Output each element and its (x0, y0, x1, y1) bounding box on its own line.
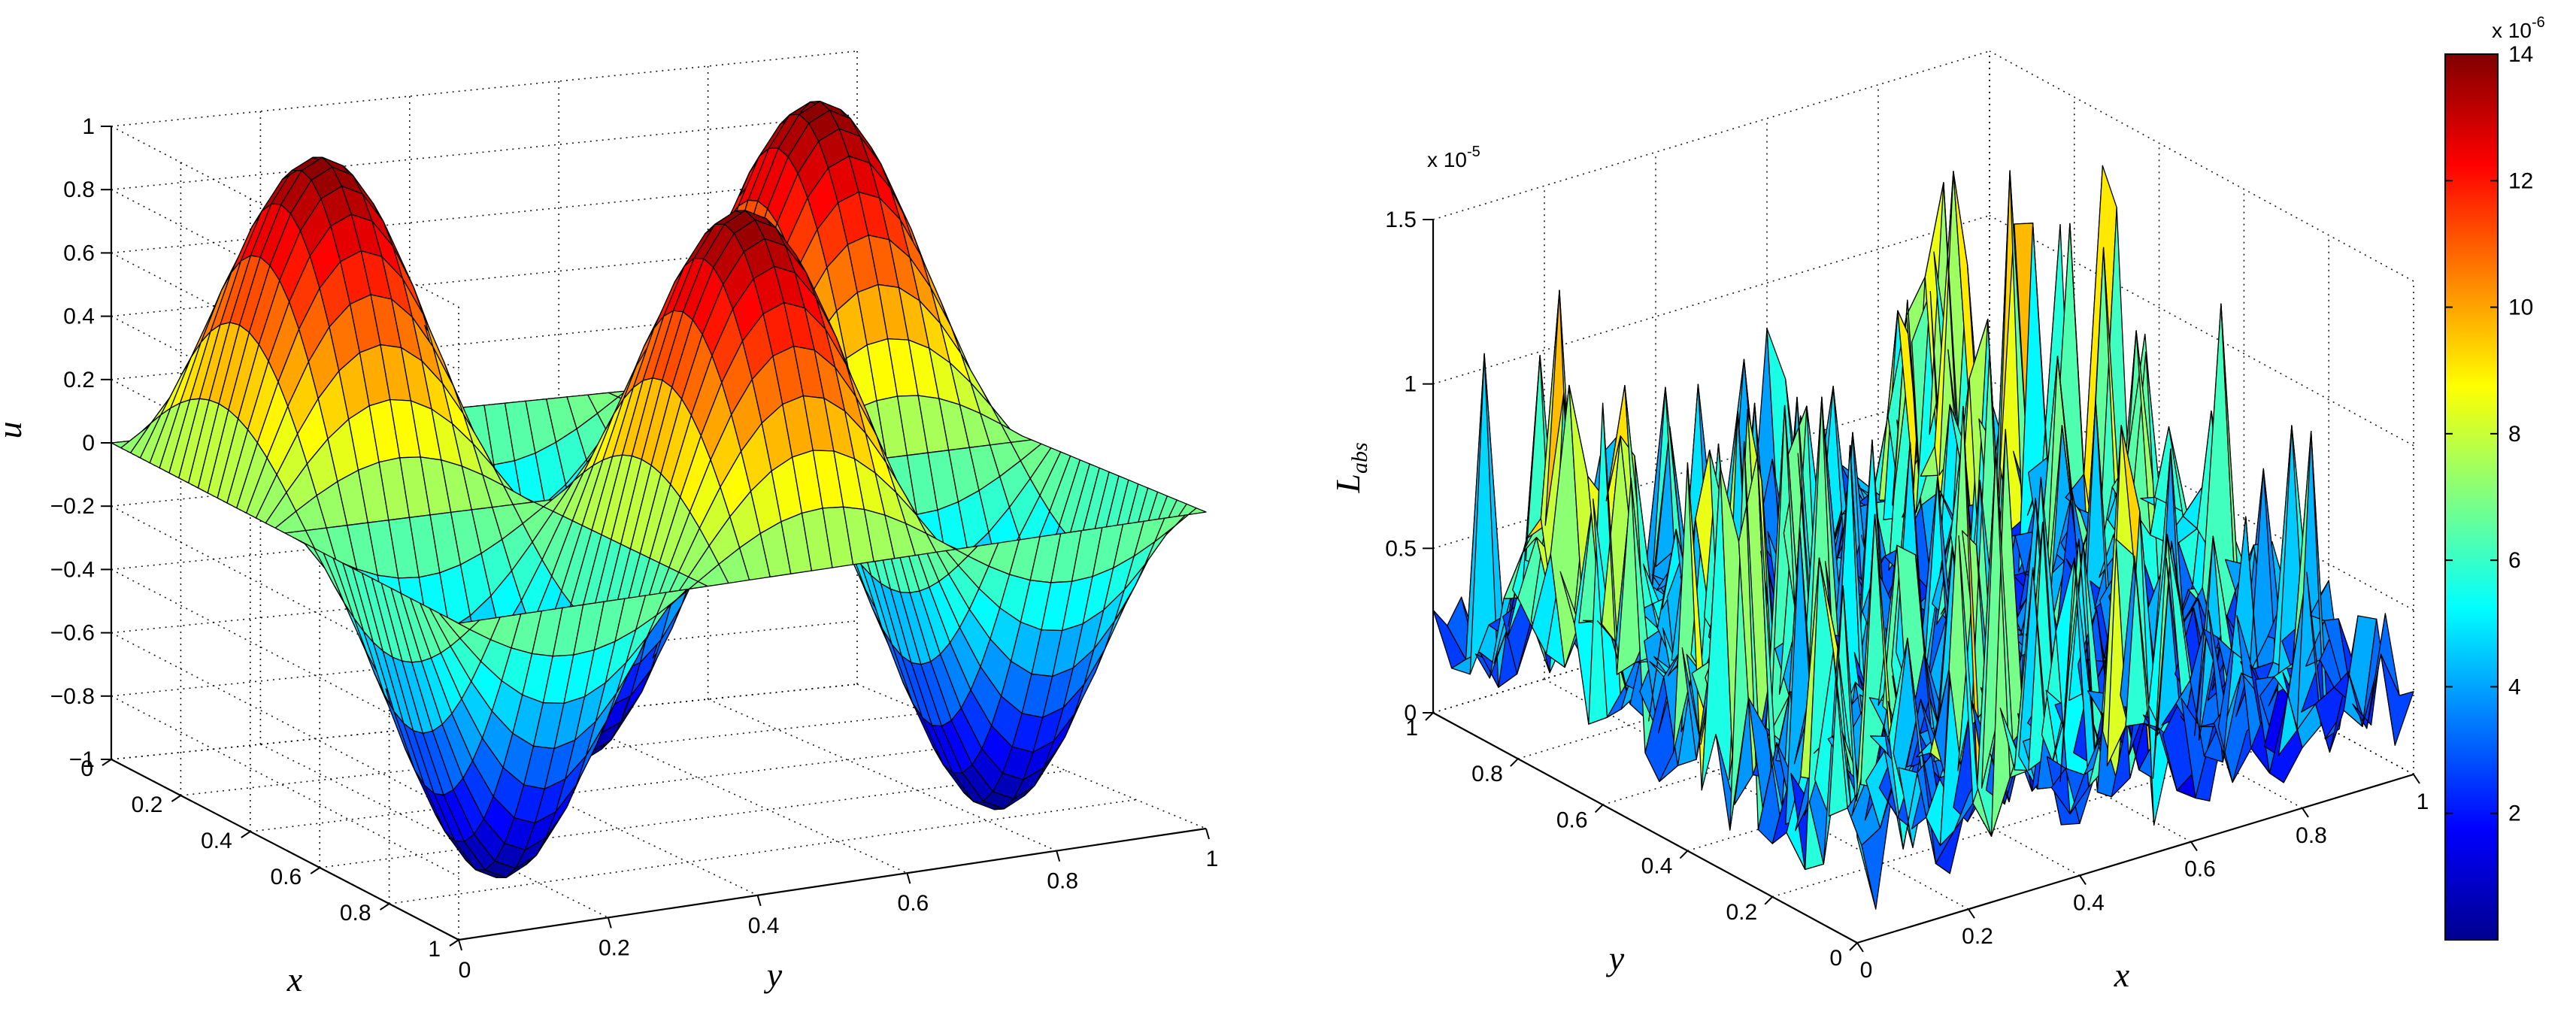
right-x-tick-label: 0.6 (2184, 857, 2216, 882)
surface-patch (1174, 508, 1207, 526)
left-y-tick-label: 0.6 (898, 891, 929, 916)
colorbar-tick-label: 2 (2508, 801, 2521, 826)
left-tick-labels: 10.80.60.40.20−0.2−0.4−0.6−0.8−100.20.40… (50, 114, 1219, 983)
right-x-tick-label: 1 (2417, 789, 2429, 814)
right-y-tick-label: 0 (1829, 946, 1842, 971)
left-z-tick-label: −0.2 (50, 494, 95, 519)
left-y-tick-label: 0.2 (599, 935, 630, 960)
left-z-tick-label: −0.6 (50, 621, 95, 646)
right-x-tick-label: 0.2 (1962, 924, 1993, 949)
colorbar-ticks: 14 12 10 8 6 4 2 (2445, 42, 2533, 826)
colorbar-tick-label: 8 (2508, 422, 2521, 447)
left-y-tick-label: 0.4 (748, 914, 780, 938)
left-z-tick-label: 0 (82, 431, 95, 456)
right-y-tick-label: 0.2 (1726, 900, 1757, 925)
left-x-axis-label: x (286, 960, 303, 998)
left-x-tick-label: 0 (80, 756, 93, 781)
left-surface-plot: 10.80.60.40.20−0.2−0.4−0.6−0.8−100.20.40… (0, 50, 1219, 998)
right-x-tick-label: 0.4 (2073, 890, 2105, 915)
right-frame (1432, 220, 2414, 944)
left-z-tick-label: 1 (82, 114, 95, 139)
left-y-axis-label: y (764, 956, 783, 994)
left-z-tick-label: 0.8 (63, 177, 95, 202)
left-x-tick-label: 0.8 (340, 901, 371, 926)
right-z-tick-label: 0.5 (1385, 536, 1417, 561)
left-y-tick-label: 0.8 (1047, 869, 1078, 894)
left-y-tick-label: 1 (1206, 847, 1219, 871)
left-surface (111, 101, 1207, 879)
colorbar-tick-label: 14 (2508, 42, 2533, 67)
right-y-axis-label: y (1606, 939, 1625, 977)
left-z-tick-label: −1 (69, 747, 95, 772)
colorbar-tick-label: 4 (2508, 674, 2521, 699)
right-x-tick-label: 0 (1860, 958, 1873, 983)
colorbar: 14 12 10 8 6 4 2 x 10-6 (2444, 14, 2545, 941)
right-y-tick-label: 0.8 (1471, 762, 1503, 786)
colorbar-gradient (2444, 53, 2499, 941)
left-x-tick-label: 1 (428, 937, 441, 962)
right-z-tick-label: 1 (1404, 372, 1417, 397)
right-surface (1432, 165, 2414, 910)
colorbar-tick-label: 10 (2508, 295, 2533, 320)
right-y-tick-label: 0.4 (1641, 854, 1673, 879)
left-z-tick-label: 0.2 (63, 368, 95, 392)
right-z-axis-label: Labs (1329, 442, 1372, 493)
colorbar-tick-label: 12 (2508, 168, 2533, 193)
left-z-axis-label: u (0, 422, 29, 439)
colorbar-scale-label: x 10-6 (2492, 14, 2545, 42)
right-z-scale-label: x 10-5 (1427, 144, 1480, 171)
right-x-tick-label: 0.8 (2296, 823, 2327, 848)
right-y-tick-label: 1 (1405, 716, 1418, 741)
left-x-tick-label: 0.2 (132, 792, 163, 817)
right-y-tick-label: 0.6 (1556, 808, 1588, 832)
left-z-tick-label: 0.4 (63, 305, 95, 329)
left-x-tick-label: 0.6 (270, 865, 302, 889)
left-z-tick-label: −0.4 (50, 557, 95, 582)
colorbar-tick-label: 6 (2508, 548, 2521, 573)
right-z-tick-label: 0 (1404, 701, 1417, 726)
right-z-tick-label: 1.5 (1385, 208, 1417, 232)
surface-patch (2380, 653, 2414, 746)
left-z-tick-label: −0.8 (50, 684, 95, 709)
left-y-tick-label: 0 (459, 958, 471, 983)
left-z-tick-label: 0.6 (63, 241, 95, 265)
right-x-axis-label: x (2114, 956, 2130, 994)
left-x-tick-label: 0.4 (201, 829, 232, 853)
